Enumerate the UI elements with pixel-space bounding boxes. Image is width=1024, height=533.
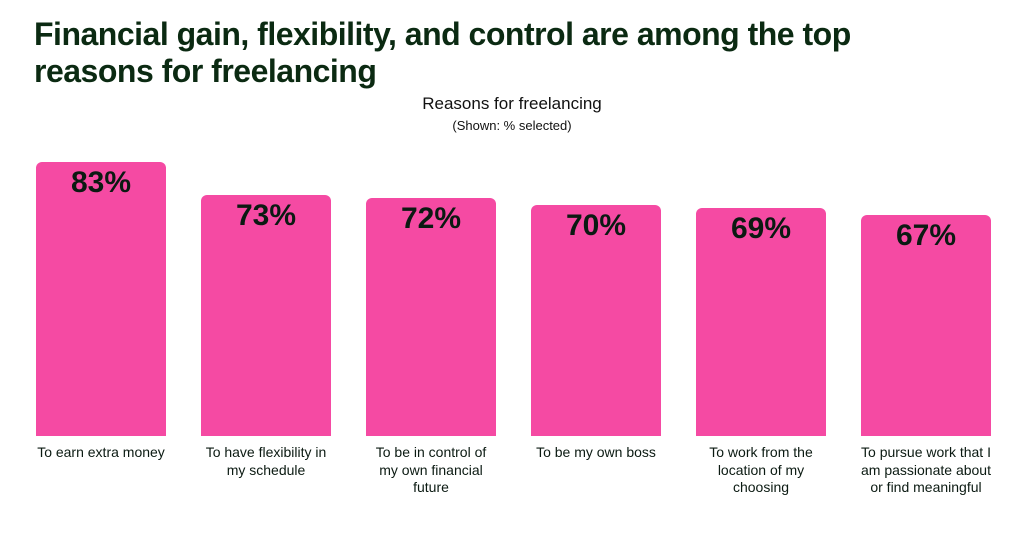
bar-column: 73% — [201, 195, 331, 436]
bar-chart: 83% To earn extra money 73% To have flexibi… — [36, 0, 992, 533]
bar-category-label: To be in control of my own financial fut… — [366, 444, 496, 497]
bar-category-label: To work from the location of my choosing — [696, 444, 826, 497]
bar-column: 83% — [36, 162, 166, 436]
bar-category-label: To earn extra money — [36, 444, 166, 462]
bar-value-label: 73% — [201, 199, 331, 233]
bar-value-label: 69% — [696, 212, 826, 246]
bar-category-label: To pursue work that I am passionate abou… — [861, 444, 991, 497]
bar-value-label: 67% — [861, 219, 991, 253]
bar-value-label: 83% — [36, 166, 166, 200]
bar-category-label: To have flexibility in my schedule — [201, 444, 331, 479]
bar-column: 72% — [366, 198, 496, 436]
bar — [36, 162, 166, 436]
bar-value-label: 70% — [531, 209, 661, 243]
bar-category-label: To be my own boss — [531, 444, 661, 462]
page: Financial gain, flexibility, and control… — [0, 0, 1024, 533]
bar-value-label: 72% — [366, 202, 496, 236]
bar-column: 69% — [696, 208, 826, 436]
bar-column: 70% — [531, 205, 661, 436]
bar-column: 67% — [861, 215, 991, 436]
